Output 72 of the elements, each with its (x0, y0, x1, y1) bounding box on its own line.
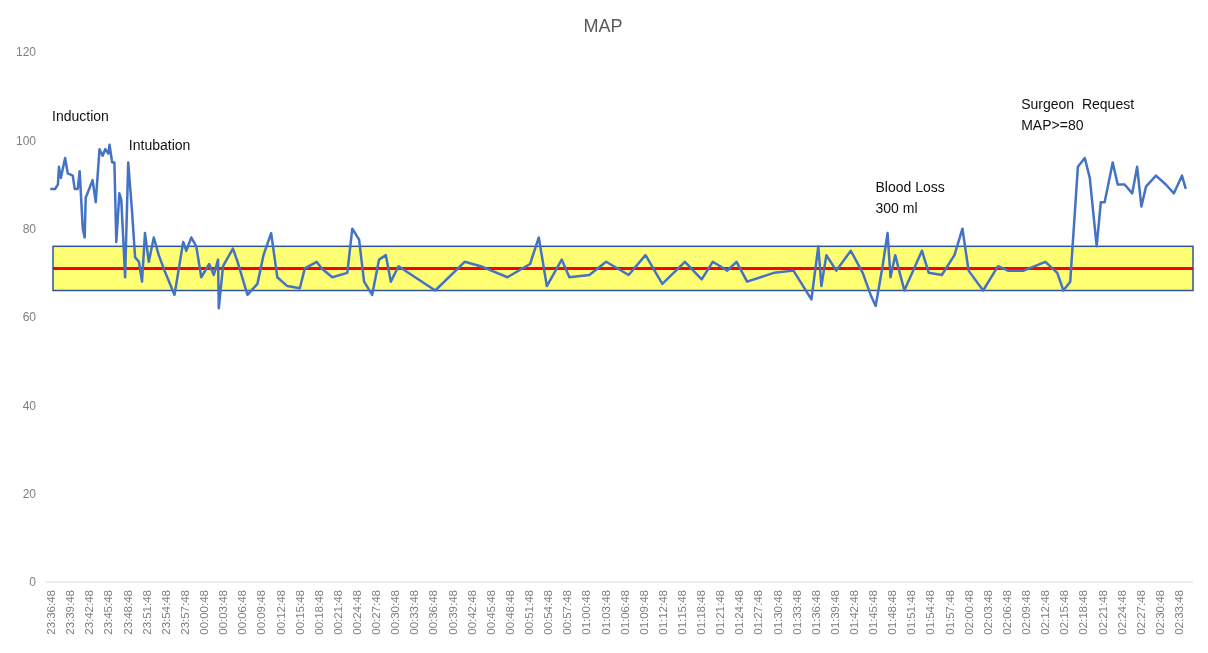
x-tick-label: 00:30:48 (389, 590, 402, 635)
x-tick-label: 02:30:48 (1153, 590, 1166, 635)
x-tick-label: 01:48:48 (886, 590, 899, 635)
x-tick-label: 23:42:48 (83, 590, 96, 635)
x-tick-label: 01:36:48 (809, 590, 822, 635)
x-tick-label: 00:21:48 (331, 590, 344, 635)
chart-title: MAP (583, 16, 623, 36)
y-tick-label: 80 (22, 221, 37, 236)
x-tick-label: 00:15:48 (293, 590, 306, 635)
x-tick-label: 01:54:48 (924, 590, 937, 635)
x-tick-label: 01:27:48 (752, 590, 765, 635)
annotation: Blood Loss 300 ml (875, 179, 945, 217)
x-tick-label: 00:51:48 (523, 590, 536, 635)
x-tick-label: 23:57:48 (178, 590, 191, 635)
x-tick-label: 01:15:48 (675, 590, 688, 635)
x-tick-label: 01:30:48 (771, 590, 784, 635)
y-tick-label: 0 (29, 575, 37, 590)
x-tick-label: 01:24:48 (733, 590, 746, 635)
x-tick-label: 02:21:48 (1096, 590, 1109, 635)
x-tick-label: 01:42:48 (848, 590, 861, 635)
x-tick-label: 01:06:48 (618, 590, 631, 635)
x-tick-label: 00:27:48 (370, 590, 383, 635)
x-tick-label: 02:06:48 (1000, 590, 1013, 635)
x-tick-label: 01:00:48 (580, 590, 593, 635)
x-tick-label: 02:24:48 (1115, 590, 1128, 635)
y-tick-label: 60 (22, 310, 37, 325)
x-tick-label: 00:00:48 (198, 590, 211, 635)
x-tick-label: 02:09:48 (1020, 590, 1033, 635)
x-tick-label: 01:57:48 (943, 590, 956, 635)
x-tick-label: 01:51:48 (905, 590, 918, 635)
x-tick-label: 23:48:48 (121, 590, 134, 635)
x-tick-label: 01:18:48 (695, 590, 708, 635)
x-tick-label: 01:33:48 (790, 590, 803, 635)
x-tick-label: 23:39:48 (64, 590, 77, 635)
x-tick-label: 01:45:48 (867, 590, 880, 635)
x-tick-label: 00:45:48 (484, 590, 497, 635)
y-tick-label: 100 (15, 133, 37, 148)
x-tick-label: 00:48:48 (503, 590, 516, 635)
x-tick-label: 02:12:48 (1039, 590, 1052, 635)
x-tick-label: 02:18:48 (1077, 590, 1090, 635)
y-tick-label: 20 (22, 486, 37, 501)
x-tick-label: 02:15:48 (1058, 590, 1071, 635)
x-tick-label: 00:24:48 (350, 590, 363, 635)
x-tick-label: 23:45:48 (102, 590, 115, 635)
x-tick-label: 00:12:48 (274, 590, 287, 635)
x-tick-label: 00:09:48 (255, 590, 268, 635)
x-tick-label: 02:00:48 (962, 590, 975, 635)
x-tick-label: 02:03:48 (981, 590, 994, 635)
y-tick-label: 40 (22, 398, 37, 413)
x-tick-label: 02:27:48 (1134, 590, 1147, 635)
annotation: Induction (52, 107, 109, 124)
x-tick-label: 01:21:48 (714, 590, 727, 635)
x-tick-label: 23:54:48 (159, 590, 172, 635)
x-tick-label: 01:39:48 (828, 590, 841, 635)
x-tick-label: 00:03:48 (217, 590, 230, 635)
x-tick-label: 00:36:48 (427, 590, 440, 635)
x-tick-label: 00:33:48 (408, 590, 421, 635)
x-tick-label: 00:18:48 (312, 590, 325, 635)
x-tick-label: 23:36:48 (45, 590, 58, 635)
x-tick-label: 02:33:48 (1173, 590, 1186, 635)
y-tick-label: 120 (15, 45, 37, 60)
x-tick-label: 23:51:48 (140, 590, 153, 635)
x-tick-label: 00:57:48 (561, 590, 574, 635)
annotation: Surgeon Request MAP>=80 (1021, 96, 1135, 134)
x-tick-label: 01:12:48 (656, 590, 669, 635)
x-tick-label: 00:42:48 (465, 590, 478, 635)
x-tick-label: 00:39:48 (446, 590, 459, 635)
x-tick-label: 00:54:48 (542, 590, 555, 635)
annotation: Intubation (128, 137, 191, 154)
x-tick-label: 01:03:48 (599, 590, 612, 635)
x-tick-label: 01:09:48 (637, 590, 650, 635)
x-tick-label: 00:06:48 (236, 590, 249, 635)
